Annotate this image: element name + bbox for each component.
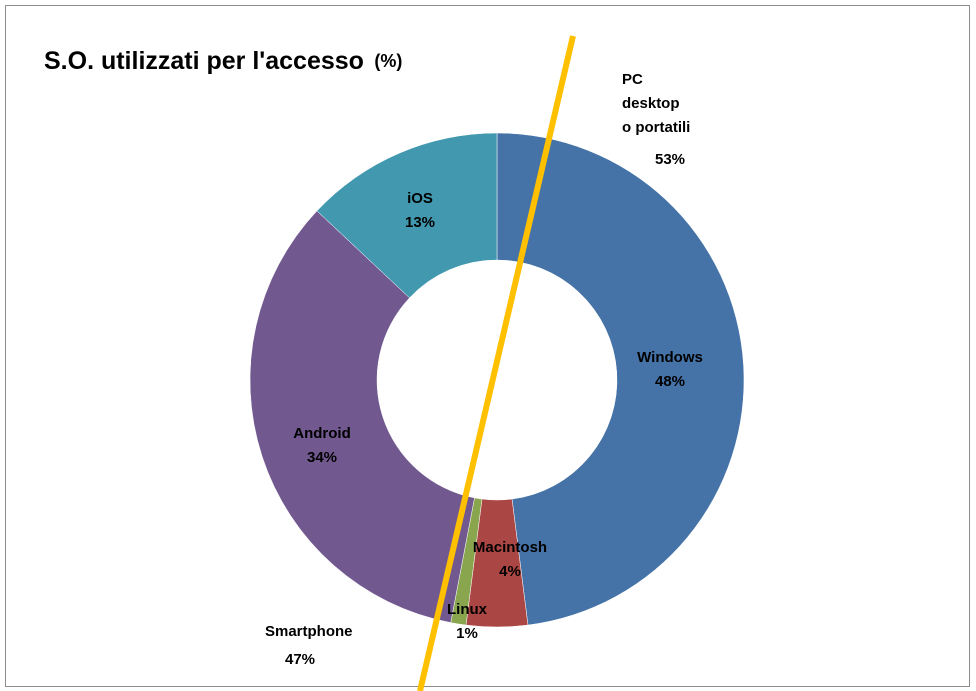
group-label: desktop — [622, 95, 680, 112]
slice-name: Macintosh — [473, 539, 547, 556]
divider-line — [417, 35, 576, 691]
title-text: S.O. utilizzati per l'accesso — [44, 47, 364, 75]
group-label: Smartphone — [265, 623, 353, 640]
slice-name: Android — [293, 425, 351, 442]
donut-slice — [496, 132, 745, 626]
title-unit: (%) — [374, 51, 402, 71]
slice-name: Windows — [637, 349, 703, 366]
donut-slice — [249, 210, 475, 623]
group-label: PC — [622, 71, 643, 88]
slice-value: 34% — [307, 449, 337, 466]
slice-value: 4% — [499, 563, 521, 580]
donut-slice — [316, 132, 498, 299]
slice-name: iOS — [407, 190, 433, 207]
slice-value: 48% — [655, 373, 685, 390]
slice-name: Linux — [447, 601, 488, 618]
group-label: o portatili — [622, 119, 690, 136]
slice-value: 13% — [405, 214, 435, 231]
chart-title: S.O. utilizzati per l'accesso (%) — [44, 47, 402, 75]
group-value: 47% — [285, 651, 315, 668]
slice-value: 1% — [456, 625, 478, 642]
group-value: 53% — [655, 151, 685, 168]
